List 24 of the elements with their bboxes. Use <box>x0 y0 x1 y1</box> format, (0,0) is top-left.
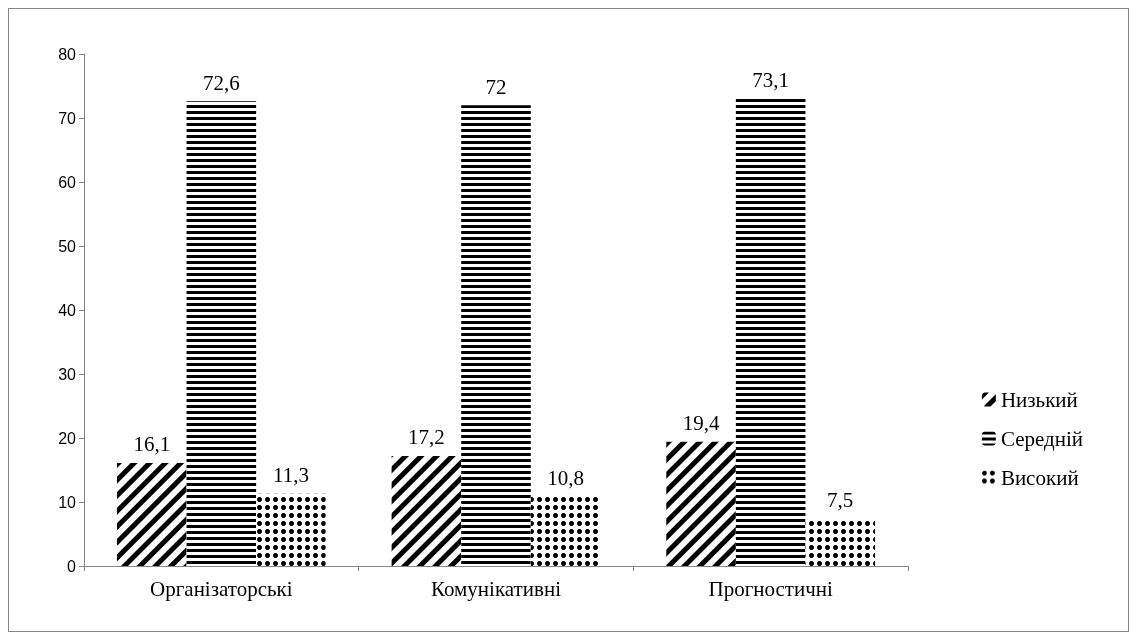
x-tick-label: Комунікативні <box>431 576 562 601</box>
legend-label: Низький <box>1000 387 1078 412</box>
legend-label: Високий <box>1000 465 1079 490</box>
y-tick-label: 40 <box>58 301 77 319</box>
y-tick-label: 20 <box>58 429 77 447</box>
data-label: 16,1 <box>133 432 171 457</box>
y-tick-label: 70 <box>58 109 77 127</box>
data-label: 17,2 <box>408 425 445 450</box>
y-tick-label: 30 <box>58 365 77 383</box>
y-tick-label: 60 <box>58 173 77 191</box>
y-tick-label: 0 <box>67 557 77 575</box>
y-tick-label: 80 <box>58 45 77 63</box>
data-label: 72,6 <box>202 70 240 95</box>
x-tick-label: Організаторські <box>150 576 293 601</box>
data-label: 7,5 <box>827 487 854 512</box>
data-label: 73,1 <box>752 67 790 92</box>
y-tick-label: 50 <box>58 237 77 255</box>
y-tick-label: 10 <box>58 493 77 511</box>
data-label: 10,8 <box>547 466 584 491</box>
data-label: 19,4 <box>682 411 720 436</box>
data-label: 72 <box>485 74 507 99</box>
legend-label: Середній <box>1000 426 1083 451</box>
x-tick-label: Прогностичні <box>708 576 834 601</box>
data-label: 11,3 <box>272 463 309 488</box>
